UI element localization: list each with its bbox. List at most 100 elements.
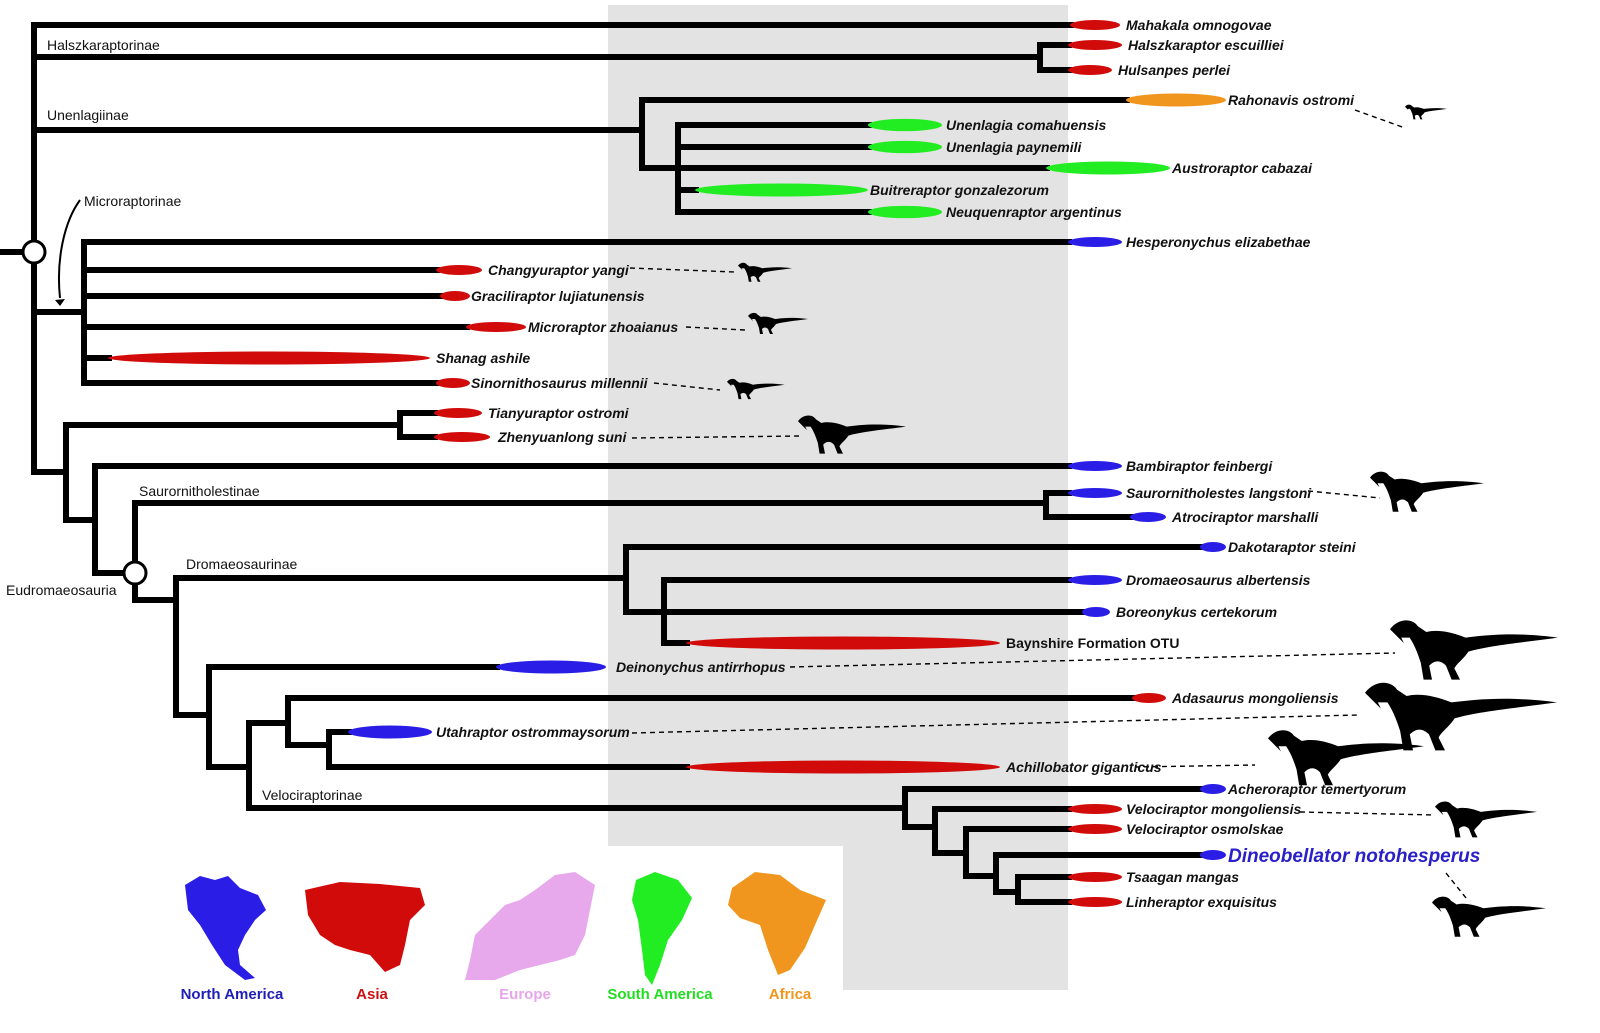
- range-ellipse: [108, 351, 430, 365]
- range-ellipse: [868, 118, 942, 132]
- range-ellipse: [496, 660, 606, 674]
- leader-line: [1299, 811, 1436, 816]
- legend-label: Europe: [499, 986, 551, 1003]
- range-ellipse: [695, 183, 868, 197]
- taxon-label: Utahraptor ostrommaysorum: [436, 724, 630, 740]
- taxon-label: Velociraptor osmolskae: [1126, 821, 1284, 837]
- leader-line: [1134, 764, 1256, 768]
- legend-label: Africa: [769, 986, 812, 1003]
- taxon-label: Changyuraptor yangi: [488, 262, 630, 278]
- dinosaur-silhouette-icon: [1435, 801, 1537, 838]
- range-ellipse: [868, 205, 942, 219]
- taxon-label: Tsaagan mangas: [1126, 869, 1239, 885]
- stratigraphic-ranges: [108, 20, 1226, 907]
- taxon-label: Zhenyuanlong suni: [497, 429, 627, 445]
- dinosaur-silhouette-icon: [798, 415, 906, 454]
- taxon-label: Linheraptor exquisitus: [1126, 894, 1277, 910]
- silhouette-leader-lines: [629, 109, 1467, 899]
- leader-line: [685, 326, 746, 331]
- range-ellipse: [436, 265, 482, 275]
- clade-label: Dromaeosaurinae: [186, 556, 297, 572]
- dinosaur-silhouette-icon: [738, 262, 792, 282]
- taxon-label: Microraptor zhoaianus: [528, 319, 678, 335]
- leader-line: [653, 382, 721, 391]
- legend-label: South America: [607, 986, 713, 1003]
- range-ellipse: [436, 378, 470, 388]
- clade-label: Microraptorinae: [84, 193, 181, 209]
- silhouettes: [727, 104, 1558, 937]
- taxon-label: Tianyuraptor ostromi: [488, 405, 630, 421]
- arrow-icon: [57, 199, 81, 299]
- range-ellipse: [1068, 461, 1122, 471]
- leader-line: [1445, 872, 1467, 899]
- dinosaur-silhouette-icon: [1390, 620, 1558, 680]
- range-ellipse: [1068, 804, 1122, 814]
- leader-line: [631, 714, 1359, 734]
- leader-line: [1307, 490, 1381, 499]
- taxon-label: Unenlagia paynemili: [946, 139, 1082, 155]
- range-ellipse: [868, 140, 942, 154]
- dinosaur-silhouette-icon: [748, 312, 808, 334]
- range-ellipse: [434, 408, 482, 418]
- range-ellipse: [1132, 693, 1166, 703]
- range-ellipse: [1130, 512, 1166, 522]
- taxon-label: Dineobellator notohesperus: [1228, 846, 1480, 867]
- range-ellipse: [1046, 161, 1170, 175]
- range-ellipse: [1126, 93, 1226, 107]
- range-ellipse: [1068, 897, 1122, 907]
- taxon-label: Graciliraptor lujiatunensis: [471, 288, 645, 304]
- legend-label: Asia: [356, 986, 388, 1003]
- taxon-label: Dakotaraptor steini: [1228, 539, 1357, 555]
- taxon-label: Saurornitholestes langstoni: [1126, 485, 1312, 501]
- continent-na-icon: [185, 876, 266, 980]
- range-ellipse: [1068, 40, 1122, 50]
- taxon-label: Buitreraptor gonzalezorum: [870, 182, 1049, 198]
- taxon-label: Sinornithosaurus millennii: [471, 375, 649, 391]
- clade-label: Halszkaraptorinae: [47, 37, 160, 53]
- taxon-label: Hesperonychus elizabethae: [1126, 234, 1311, 250]
- taxon-label: Neuquenraptor argentinus: [946, 204, 1122, 220]
- continent-as-icon: [305, 882, 425, 972]
- taxon-label: Boreonykus certekorum: [1116, 604, 1277, 620]
- range-ellipse: [440, 291, 470, 301]
- taxon-label: Rahonavis ostromi: [1228, 92, 1355, 108]
- node-circle-icon: [21, 239, 47, 265]
- tree-branches: [0, 22, 1204, 905]
- taxon-label: Velociraptor mongoliensis: [1126, 801, 1302, 817]
- taxon-labels: Mahakala omnogovae Halszkaraptor escuilli…: [436, 17, 1480, 910]
- continent-sa-icon: [632, 872, 692, 985]
- node-markers: [21, 239, 148, 586]
- biogeography-legend: North America Asia Europe South America Afri…: [181, 872, 826, 1003]
- arrowhead-icon: [55, 299, 65, 306]
- range-ellipse: [434, 432, 490, 442]
- dinosaur-silhouette-icon: [1365, 682, 1557, 751]
- dinosaur-silhouette-icon: [1432, 896, 1546, 937]
- node-circle-icon: [122, 560, 148, 586]
- taxon-label: Shanag ashile: [436, 350, 530, 366]
- range-ellipse: [348, 725, 432, 739]
- taxon-label: Austroraptor cabazai: [1171, 160, 1313, 176]
- leader-line: [789, 652, 1396, 668]
- dinosaur-silhouette-icon: [1370, 471, 1484, 512]
- taxon-label: Mahakala omnogovae: [1126, 17, 1272, 33]
- taxon-label: Achillobator giganticus: [1005, 759, 1162, 775]
- range-ellipse: [1068, 488, 1122, 498]
- taxon-label: Adasaurus mongoliensis: [1171, 690, 1339, 706]
- range-ellipse: [1200, 784, 1226, 794]
- clade-label: Saurornitholestinae: [139, 483, 260, 499]
- taxon-label: Baynshire Formation OTU: [1006, 635, 1179, 651]
- taxon-label: Unenlagia comahuensis: [946, 117, 1106, 133]
- taxon-label: Hulsanpes perlei: [1118, 62, 1231, 78]
- taxon-label: Dromaeosaurus albertensis: [1126, 572, 1311, 588]
- taxon-label: Halszkaraptor escuilliei: [1128, 37, 1285, 53]
- leader-line: [1354, 109, 1406, 129]
- clade-label: Unenlagiinae: [47, 107, 129, 123]
- clade-label: Velociraptorinae: [262, 787, 363, 803]
- time-interval-shading: [608, 5, 1068, 990]
- range-ellipse: [466, 322, 526, 332]
- taxon-label: Bambiraptor feinbergi: [1126, 458, 1273, 474]
- clade-labels: Halszkaraptorinae Unenlagiinae Microraptor…: [6, 37, 363, 803]
- range-ellipse: [686, 760, 1000, 774]
